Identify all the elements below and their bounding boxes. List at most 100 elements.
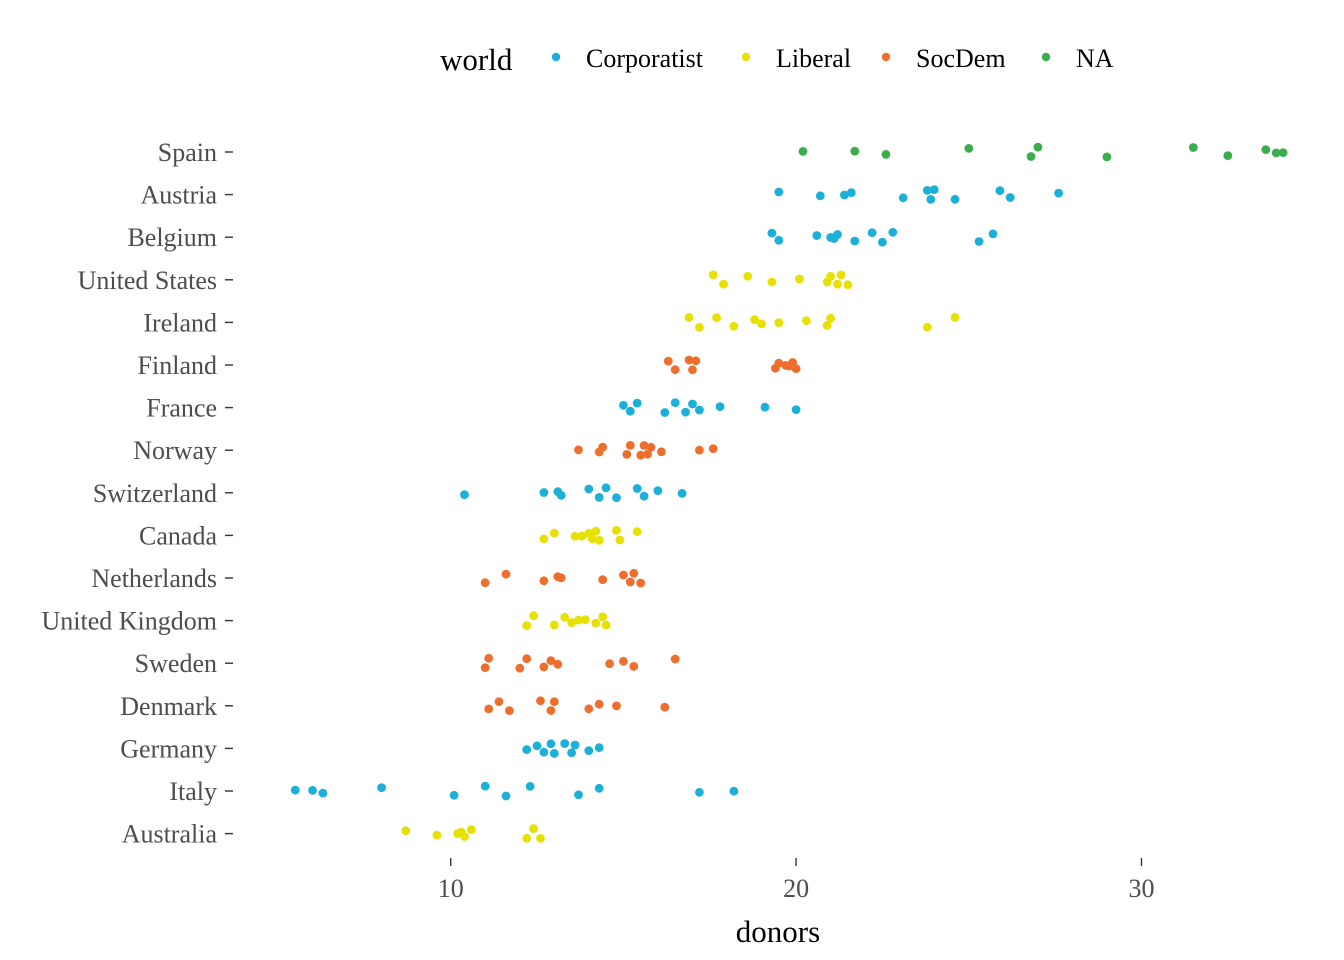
point-spain-3 (964, 144, 974, 153)
point-australia-0 (401, 826, 411, 836)
point-sweden-5 (546, 656, 556, 666)
point-canada-2 (570, 531, 580, 541)
point-italy-8 (574, 790, 583, 800)
point-denmark-1 (494, 697, 504, 707)
point-italy-7 (525, 782, 535, 791)
point-italy-2 (318, 788, 328, 798)
point-spain-5 (1033, 142, 1043, 152)
point-finland-2 (684, 355, 694, 365)
y-tick-label-sweden: Sweden (135, 649, 217, 678)
point-ireland-10 (922, 322, 932, 332)
point-canada-8 (612, 526, 621, 535)
point-switzerland-9 (639, 491, 649, 501)
legend-entry-na: NA (1041, 44, 1114, 73)
legend-key-socdem (881, 52, 891, 62)
point-austria-4 (898, 193, 908, 203)
point-canada-3 (577, 531, 587, 541)
point-france-0 (619, 400, 628, 410)
point-italy-6 (501, 791, 511, 801)
point-spain-8 (1223, 151, 1233, 161)
y-tick-label-belgium: Belgium (127, 223, 217, 252)
point-norway-4 (625, 441, 635, 450)
point-united-states-8 (833, 279, 842, 289)
x-axis-title: donors (736, 914, 820, 949)
x-tick-label-10: 10 (438, 874, 464, 903)
point-austria-11 (1054, 188, 1063, 198)
point-united-states-3 (767, 277, 777, 287)
point-canada-6 (591, 526, 601, 536)
point-united-states-9 (836, 270, 846, 280)
point-united-kingdom-6 (581, 615, 590, 624)
legend-key-na (1041, 52, 1051, 62)
point-netherlands-0 (480, 578, 490, 588)
point-ireland-9 (826, 313, 835, 323)
point-australia-4 (460, 832, 469, 841)
point-united-kingdom-7 (591, 618, 601, 628)
point-canada-0 (539, 534, 549, 544)
point-spain-2 (881, 150, 891, 159)
point-austria-3 (846, 188, 856, 198)
point-germany-2 (539, 747, 549, 757)
point-sweden-8 (619, 656, 628, 666)
point-ireland-11 (950, 313, 960, 322)
point-belgium-8 (878, 237, 887, 247)
point-sweden-1 (484, 653, 494, 663)
point-ireland-6 (774, 318, 784, 327)
x-axis: 10 20 30 (438, 858, 1154, 903)
point-spain-11 (1278, 148, 1288, 158)
point-germany-5 (560, 739, 570, 748)
point-spain-4 (1026, 152, 1036, 161)
point-switzerland-11 (677, 489, 687, 498)
point-germany-4 (549, 749, 559, 758)
y-tick-label-united-kingdom: United Kingdom (42, 607, 218, 636)
y-tick-label-italy: Italy (169, 777, 217, 806)
point-belgium-11 (988, 229, 998, 239)
point-australia-6 (522, 833, 532, 843)
point-finland-0 (663, 356, 673, 366)
y-tick-label-denmark: Denmark (120, 692, 217, 721)
legend-label-na: NA (1076, 44, 1114, 73)
legend-key-liberal (741, 52, 751, 62)
point-belgium-10 (974, 237, 984, 246)
point-switzerland-6 (601, 483, 611, 493)
point-austria-1 (815, 191, 825, 201)
point-united-states-5 (795, 274, 804, 284)
point-germany-3 (546, 739, 556, 749)
point-netherlands-8 (629, 568, 639, 578)
point-sweden-7 (605, 659, 614, 669)
point-germany-1 (532, 741, 542, 751)
point-italy-0 (290, 785, 300, 795)
y-tick-label-ireland: Ireland (143, 308, 217, 337)
point-belgium-5 (833, 230, 842, 239)
point-france-7 (695, 405, 704, 415)
data-points (290, 142, 1288, 843)
point-united-kingdom-8 (598, 612, 608, 622)
point-austria-6 (926, 195, 936, 204)
point-canada-7 (594, 535, 604, 545)
point-italy-9 (594, 783, 604, 793)
y-tick-label-spain: Spain (158, 138, 217, 167)
point-ireland-3 (729, 321, 739, 331)
point-united-states-7 (826, 272, 835, 281)
point-ireland-7 (802, 316, 811, 326)
legend-title: world (440, 42, 513, 77)
point-switzerland-5 (594, 493, 604, 502)
point-ireland-4 (750, 315, 759, 324)
point-sweden-4 (539, 662, 549, 672)
y-tick-label-united-states: United States (78, 266, 217, 295)
point-spain-9 (1261, 145, 1271, 155)
legend-label-socdem: SocDem (916, 44, 1006, 73)
point-austria-8 (950, 194, 960, 204)
point-united-kingdom-2 (549, 620, 559, 630)
legend-entry-corporatist: Corporatist (551, 44, 704, 73)
point-norway-9 (657, 447, 666, 457)
point-united-kingdom-5 (574, 615, 583, 625)
point-united-states-10 (843, 280, 853, 290)
point-ireland-0 (684, 313, 694, 322)
point-switzerland-10 (653, 486, 663, 496)
legend: world Corporatist Liberal SocDem NA (440, 42, 1114, 77)
point-belgium-9 (888, 227, 898, 237)
point-sweden-2 (515, 663, 525, 673)
point-belgium-0 (767, 228, 777, 238)
